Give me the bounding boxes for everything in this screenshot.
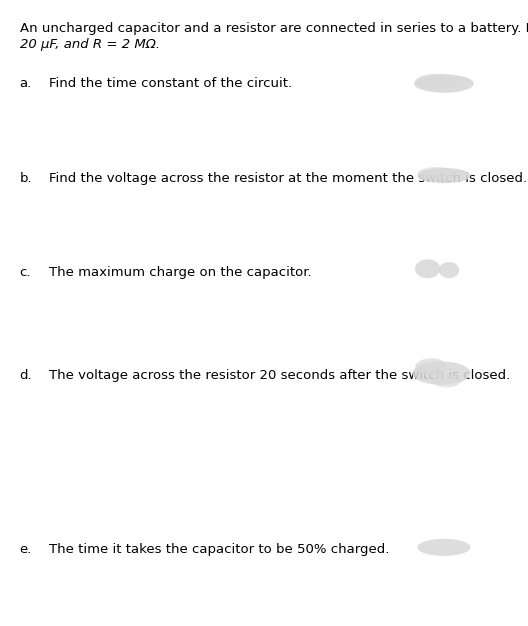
Text: An uncharged capacitor and a resistor are connected in series to a battery. If ε: An uncharged capacitor and a resistor ar…: [20, 21, 528, 34]
Text: The voltage across the resistor 20 seconds after the switch is closed.: The voltage across the resistor 20 secon…: [49, 369, 510, 382]
Ellipse shape: [417, 539, 470, 556]
Ellipse shape: [414, 74, 474, 93]
Text: Find the voltage across the resistor at the moment the switch is closed.: Find the voltage across the resistor at …: [49, 172, 527, 185]
Text: a.: a.: [20, 77, 32, 90]
Text: 20 μF, and R = 2 MΩ.: 20 μF, and R = 2 MΩ.: [20, 38, 160, 51]
Text: e.: e.: [20, 543, 32, 556]
Text: c.: c.: [20, 266, 31, 279]
Ellipse shape: [412, 361, 470, 385]
Ellipse shape: [415, 259, 440, 279]
Text: d.: d.: [20, 369, 32, 382]
Ellipse shape: [432, 374, 461, 387]
Ellipse shape: [418, 167, 455, 179]
Text: b.: b.: [20, 172, 32, 185]
Text: Find the time constant of the circuit.: Find the time constant of the circuit.: [49, 77, 291, 90]
Text: The maximum charge on the capacitor.: The maximum charge on the capacitor.: [49, 266, 311, 279]
Ellipse shape: [416, 74, 457, 88]
Ellipse shape: [439, 262, 459, 278]
Ellipse shape: [415, 358, 447, 376]
Ellipse shape: [417, 168, 470, 183]
Text: The time it takes the capacitor to be 50% charged.: The time it takes the capacitor to be 50…: [49, 543, 389, 556]
